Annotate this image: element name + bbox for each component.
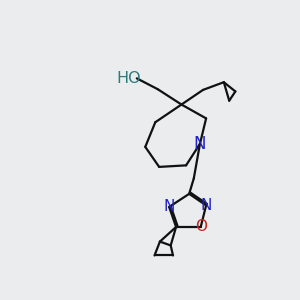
Text: HO: HO (117, 71, 141, 86)
Text: O: O (195, 220, 207, 235)
Text: N: N (164, 200, 175, 214)
Text: N: N (194, 135, 206, 153)
Text: N: N (200, 198, 212, 213)
